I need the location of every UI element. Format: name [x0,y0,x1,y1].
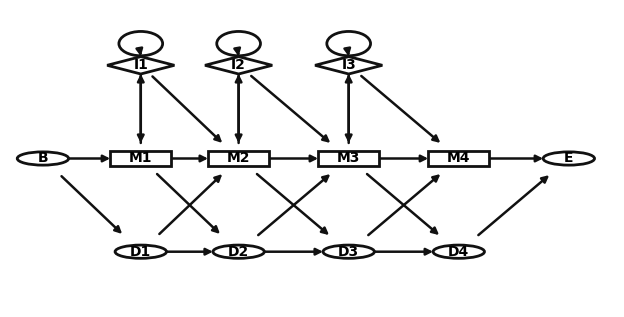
Text: B: B [37,152,48,165]
Text: I3: I3 [341,58,356,72]
Polygon shape [205,57,272,74]
Ellipse shape [323,245,374,258]
Text: I2: I2 [231,58,246,72]
Bar [208,151,269,166]
Ellipse shape [17,152,69,165]
Bar [110,151,172,166]
Text: D1: D1 [130,245,152,259]
Ellipse shape [433,245,484,258]
Text: D3: D3 [338,245,359,259]
Text: D4: D4 [448,245,469,259]
Text: E: E [564,152,573,165]
Text: M4: M4 [447,152,470,165]
Text: M3: M3 [337,152,361,165]
Text: I1: I1 [134,58,149,72]
Polygon shape [107,57,175,74]
Text: M2: M2 [227,152,250,165]
Ellipse shape [543,152,595,165]
Bar [318,151,379,166]
Polygon shape [315,57,383,74]
Ellipse shape [115,245,167,258]
Text: M1: M1 [129,152,152,165]
Ellipse shape [213,245,265,258]
Bar [428,151,489,166]
Text: D2: D2 [228,245,249,259]
